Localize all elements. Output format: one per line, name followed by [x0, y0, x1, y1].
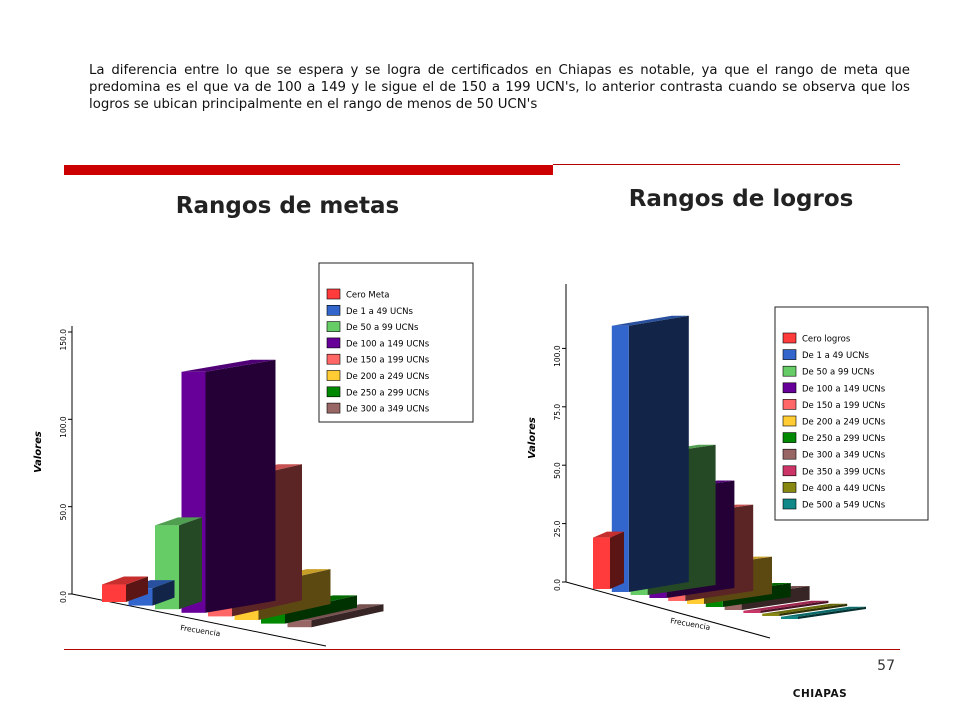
- y-tick-label: 100.0: [553, 345, 562, 367]
- bar-10: [762, 603, 848, 616]
- legend-box: [318, 262, 474, 423]
- bar-11: [781, 606, 866, 619]
- legend-swatch: [782, 498, 797, 510]
- legend-entry: De 50 a 99 UCNs: [346, 323, 419, 333]
- red-divider-bar: [64, 165, 553, 175]
- y-axis-label: Valores: [33, 431, 44, 473]
- y-axis-label: Valores: [527, 417, 538, 459]
- legend-entry: De 200 a 249 UCNs: [346, 372, 430, 382]
- legend-swatch: [782, 365, 797, 377]
- legend-swatch: [326, 337, 341, 349]
- legend-entry: De 1 a 49 UCNs: [802, 351, 870, 361]
- title-rangos-de-logros: Rangos de logros: [628, 186, 854, 212]
- y-tick-label: 0.0: [553, 579, 562, 591]
- legend-swatch: [782, 382, 797, 394]
- bar-9: [743, 600, 829, 613]
- legend-swatch: [326, 370, 341, 381]
- x-axis-label: Frecuencia: [670, 616, 711, 632]
- legend-entry: De 200 a 249 UCNs: [802, 418, 886, 428]
- y-tick-label: 50.0: [553, 462, 562, 479]
- legend-swatch: [782, 332, 797, 344]
- legend-swatch: [782, 399, 797, 410]
- legend-swatch: [782, 465, 797, 477]
- legend-entry: De 350 a 399 UCNs: [802, 467, 886, 477]
- x-axis-line: [565, 581, 771, 639]
- legend-swatch: [326, 353, 341, 365]
- title-rangos-de-metas: Rangos de metas: [155, 186, 420, 226]
- legend-entry: De 400 a 449 UCNs: [802, 484, 886, 494]
- bar-1: [102, 576, 148, 602]
- intro-paragraph: La diferencia entre lo que se espera y s…: [89, 63, 910, 112]
- legend-swatch: [326, 288, 341, 300]
- legend-swatch: [782, 482, 797, 493]
- x-axis-line: [71, 593, 327, 647]
- y-tick-label: 50.0: [59, 503, 68, 520]
- legend-entry: Cero logros: [802, 335, 851, 345]
- legend-entry: De 150 a 199 UCNs: [802, 401, 886, 411]
- page-number: 57: [877, 658, 895, 674]
- legend-swatch: [782, 432, 797, 443]
- legend-entry: De 500 a 549 UCNs: [802, 501, 886, 511]
- legend-entry: De 300 a 349 UCNs: [802, 451, 886, 461]
- legend-swatch: [326, 304, 341, 316]
- legend-entry: De 100 a 149 UCNs: [346, 339, 430, 349]
- bar-1: [593, 531, 624, 589]
- y-tick-label: 100.0: [59, 416, 68, 438]
- legend-entry: Cero Meta: [346, 291, 389, 301]
- y-tick-label: 0.0: [59, 591, 68, 603]
- legend-entry: De 250 a 299 UCNs: [346, 388, 430, 398]
- bottom-divider-line: [64, 649, 900, 650]
- footer-label: CHIAPAS: [792, 688, 848, 700]
- y-tick-label: 75.0: [553, 404, 562, 421]
- legend-swatch: [326, 386, 341, 398]
- y-tick-label: 25.0: [553, 520, 562, 537]
- y-tick-label: 150.0: [59, 329, 68, 351]
- legend-entry: De 150 a 199 UCNs: [346, 356, 430, 366]
- legend-entry: De 1 a 49 UCNs: [346, 307, 414, 317]
- legend-entry: De 250 a 299 UCNs: [802, 434, 886, 444]
- legend-swatch: [782, 349, 797, 360]
- legend-swatch: [326, 402, 341, 414]
- legend-swatch: [782, 415, 797, 427]
- bar-2: [611, 315, 689, 592]
- legend-entry: De 300 a 349 UCNs: [346, 405, 430, 415]
- legend-swatch: [326, 321, 341, 332]
- legend-box: [774, 306, 929, 521]
- legend-entry: De 50 a 99 UCNs: [802, 368, 875, 378]
- top-divider-line: [553, 164, 900, 165]
- legend-swatch: [782, 448, 797, 460]
- legend-entry: De 100 a 149 UCNs: [802, 384, 886, 394]
